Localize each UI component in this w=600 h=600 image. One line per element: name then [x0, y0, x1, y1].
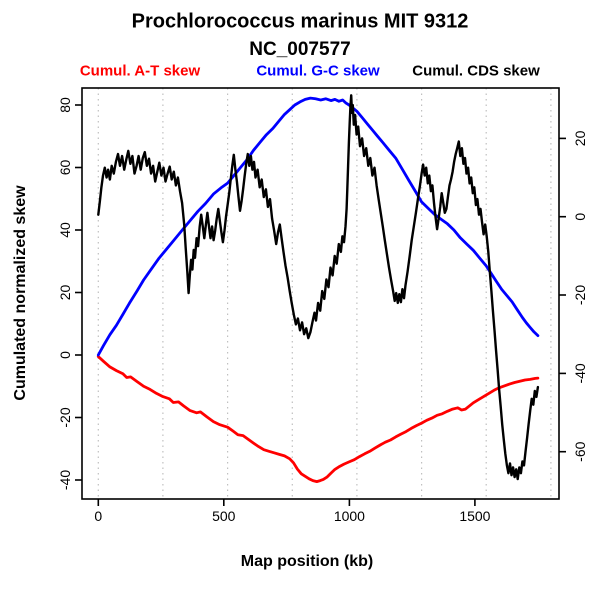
legend-item-cds-skew: Cumul. CDS skew — [412, 62, 540, 80]
chart-title-line1: Prochlorococcus marinus MIT 9312 — [131, 10, 469, 33]
y-right-tick-label: 20 — [572, 130, 588, 146]
x-tick-label: 0 — [94, 508, 102, 524]
legend-item-at-skew: Cumul. A-T skew — [79, 62, 201, 80]
y-left-tick-label: 60 — [57, 160, 73, 176]
y-left-tick-label: 0 — [57, 351, 73, 359]
y-right-tick-label: 0 — [572, 213, 588, 221]
y-left-tick-label: -20 — [57, 407, 73, 427]
series-line-cumul-a-t-skew — [96, 355, 540, 484]
legend-item-gc-skew: Cumul. G-C skew — [256, 62, 380, 80]
plot-box — [81, 87, 560, 500]
x-tick-label: 1500 — [459, 508, 490, 524]
y-left-tick-label: 20 — [57, 285, 73, 301]
y-right-tick-label: -60 — [572, 441, 588, 461]
series-line-cumul-cds-skew — [97, 94, 540, 481]
x-axis-title: Map position (kb) — [240, 553, 374, 570]
y-left-tick-label: 40 — [57, 222, 73, 238]
x-tick-label: 500 — [212, 508, 236, 524]
y-right-tick-label: -20 — [572, 285, 588, 305]
series-line-cumul-g-c-skew — [96, 96, 540, 357]
chart-title-line2: NC_007577 — [249, 39, 351, 60]
y-right-tick-label: -40 — [572, 363, 588, 383]
y-left-tick-label: -40 — [57, 470, 73, 490]
x-tick-label: 1000 — [334, 508, 365, 524]
y-left-tick-label: 80 — [57, 97, 73, 113]
